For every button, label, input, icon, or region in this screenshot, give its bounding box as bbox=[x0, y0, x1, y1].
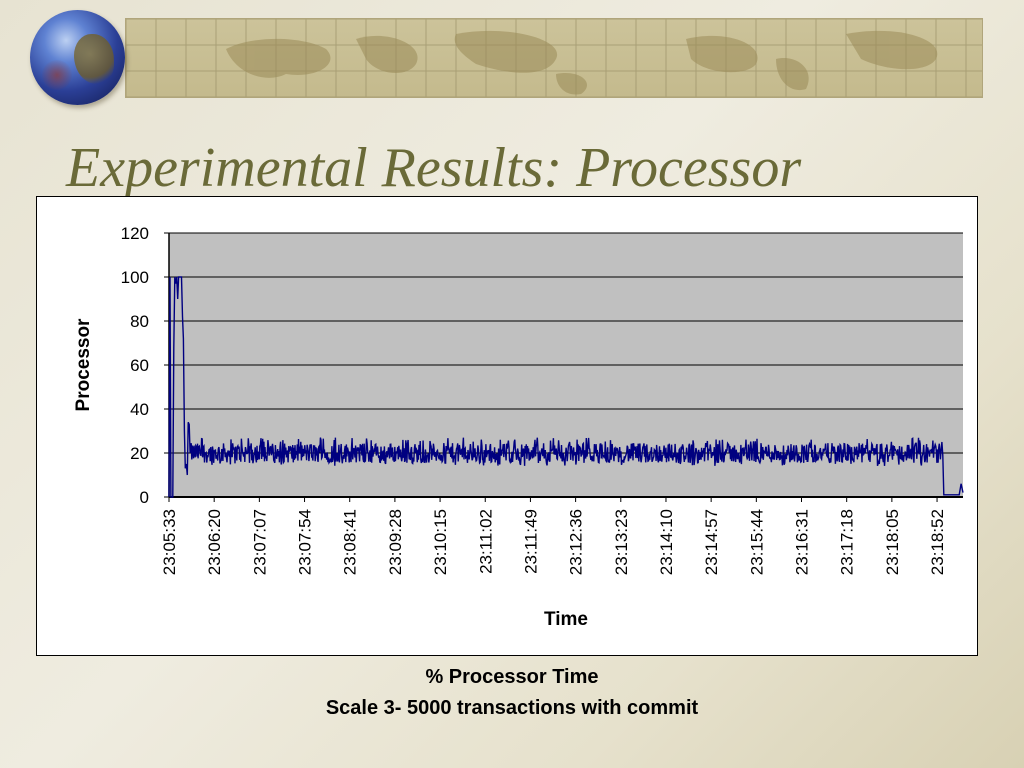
chart-caption-title: % Processor Time bbox=[425, 666, 599, 688]
chart-caption-subtitle: Scale 3- 5000 transactions with commit bbox=[325, 697, 699, 719]
globe-land-shape bbox=[74, 34, 114, 84]
y-tick-label: 80 bbox=[130, 312, 149, 331]
y-tick-label: 40 bbox=[130, 400, 149, 419]
world-map-graphic bbox=[126, 19, 982, 97]
x-tick-label: 23:11:02 bbox=[476, 509, 495, 574]
slide-title: Experimental Results: Processor bbox=[66, 137, 802, 199]
y-tick-label: 0 bbox=[140, 488, 149, 507]
x-tick-label: 23:18:52 bbox=[928, 509, 947, 575]
x-tick-label: 23:07:07 bbox=[250, 509, 269, 575]
y-tick-label: 100 bbox=[121, 268, 149, 287]
y-tick-label: 120 bbox=[121, 224, 149, 243]
x-tick-label: 23:17:18 bbox=[838, 509, 857, 575]
x-axis-ticks: 23:05:33 23:06:20 23:07:07 23:07:54 23:08:41… bbox=[160, 497, 947, 575]
x-tick-label: 23:16:31 bbox=[793, 509, 812, 575]
globe-land-shape bbox=[42, 60, 72, 90]
y-tick-label: 20 bbox=[130, 444, 149, 463]
x-tick-label: 23:09:28 bbox=[386, 509, 405, 575]
world-map-banner bbox=[125, 18, 983, 98]
globe-logo bbox=[30, 10, 125, 105]
x-tick-label: 23:18:05 bbox=[883, 509, 902, 575]
processor-series-line bbox=[168, 276, 964, 498]
chart-frame: 0 20 40 60 80 100 120 23:05:33 23:06:20 23:07:07… bbox=[36, 196, 978, 656]
processor-line-chart: 0 20 40 60 80 100 120 23:05:33 23:06:20 23:07:07… bbox=[73, 224, 964, 630]
x-tick-label: 23:06:20 bbox=[205, 509, 224, 575]
x-tick-label: 23:05:33 bbox=[160, 509, 179, 575]
x-tick-label: 23:11:49 bbox=[521, 509, 540, 574]
y-tick-label: 60 bbox=[130, 356, 149, 375]
y-axis-ticks: 0 20 40 60 80 100 120 bbox=[121, 224, 169, 507]
x-axis-label: Time bbox=[544, 609, 588, 630]
x-tick-label: 23:14:57 bbox=[702, 509, 721, 575]
x-tick-label: 23:10:15 bbox=[431, 509, 450, 575]
x-tick-label: 23:12:36 bbox=[567, 509, 586, 575]
x-tick-label: 23:08:41 bbox=[341, 509, 360, 575]
y-axis-label: Processor bbox=[73, 318, 94, 412]
x-tick-label: 23:07:54 bbox=[296, 509, 315, 575]
x-tick-label: 23:15:44 bbox=[747, 509, 766, 575]
x-tick-label: 23:13:23 bbox=[612, 509, 631, 575]
x-tick-label: 23:14:10 bbox=[657, 509, 676, 575]
